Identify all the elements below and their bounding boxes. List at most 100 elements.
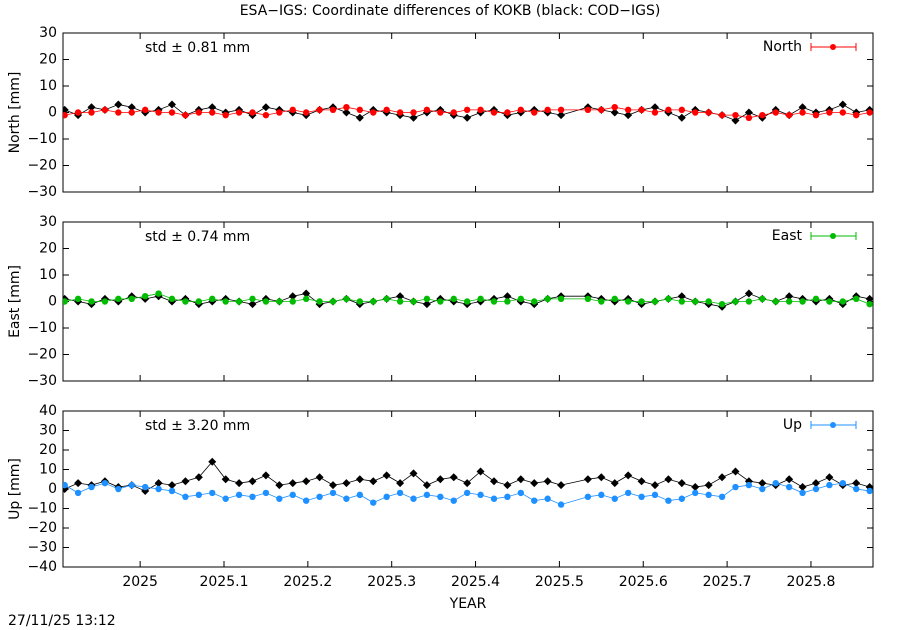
- point: [583, 475, 592, 484]
- point: [450, 109, 457, 116]
- series: [63, 479, 873, 508]
- point: [342, 479, 351, 488]
- series: [63, 104, 873, 122]
- point: [504, 109, 511, 116]
- point: [557, 501, 565, 508]
- point: [423, 106, 431, 114]
- point: [557, 106, 565, 114]
- point: [329, 489, 337, 497]
- y-tick-label: −40: [27, 559, 57, 575]
- point: [315, 473, 324, 482]
- point: [74, 295, 82, 303]
- point: [651, 491, 659, 499]
- point: [530, 479, 539, 488]
- point: [329, 298, 337, 305]
- point: [745, 481, 753, 489]
- point: [423, 295, 431, 303]
- point: [544, 106, 551, 114]
- point: [276, 298, 283, 305]
- point: [182, 493, 189, 500]
- point: [772, 479, 779, 487]
- x-tick-label: 2025.3: [367, 574, 416, 590]
- point: [798, 103, 807, 112]
- point: [477, 106, 484, 114]
- x-axis-label: YEAR: [449, 596, 487, 612]
- legend-marker: [830, 233, 836, 239]
- point: [664, 475, 673, 484]
- point: [785, 475, 794, 484]
- y-tick-label: 0: [48, 481, 57, 497]
- point: [249, 109, 256, 116]
- x-tick-label: 2025.2: [283, 574, 332, 590]
- y-tick-label: 10: [39, 462, 57, 478]
- chart-title: ESA−IGS: Coordinate differences of KOKB …: [240, 3, 661, 19]
- point: [88, 298, 95, 305]
- point: [437, 298, 444, 305]
- point: [409, 113, 418, 122]
- y-tick-label: 10: [39, 267, 57, 283]
- point: [812, 485, 820, 493]
- point: [853, 111, 860, 119]
- point: [302, 109, 310, 116]
- point: [839, 109, 847, 116]
- point: [731, 467, 740, 476]
- point: [423, 491, 431, 499]
- point: [248, 477, 257, 486]
- point: [503, 481, 512, 490]
- y-tick-label: −10: [27, 320, 57, 336]
- point: [826, 481, 833, 489]
- point: [410, 298, 417, 305]
- point: [141, 483, 149, 491]
- point: [288, 479, 297, 488]
- point: [678, 495, 686, 502]
- y-tick-label: 20: [39, 52, 57, 68]
- y-tick-label: −30: [27, 373, 57, 389]
- point: [141, 106, 149, 114]
- point: [382, 471, 391, 480]
- point: [557, 111, 566, 120]
- point: [437, 493, 444, 500]
- point: [692, 109, 699, 116]
- point: [692, 298, 699, 305]
- point: [195, 491, 203, 499]
- point: [209, 295, 216, 303]
- point: [208, 103, 217, 112]
- annotation: std ± 0.74 mm: [145, 229, 250, 245]
- point: [74, 489, 82, 497]
- point: [396, 489, 404, 497]
- point: [302, 295, 310, 303]
- legend-label: Up: [783, 417, 802, 433]
- point: [866, 109, 873, 116]
- point: [812, 111, 820, 119]
- point: [209, 489, 216, 497]
- point: [261, 103, 270, 112]
- point: [531, 109, 538, 116]
- x-tick-label: 2025.1: [199, 574, 248, 590]
- point: [127, 103, 136, 112]
- point: [705, 298, 712, 305]
- legend-label: North: [763, 39, 802, 55]
- point: [598, 298, 605, 305]
- point: [168, 100, 177, 109]
- y-axis-label: East [mm]: [7, 265, 23, 338]
- point: [329, 481, 337, 490]
- x-tick-label: 2025.5: [535, 574, 584, 590]
- point: [637, 477, 646, 486]
- point: [155, 290, 162, 297]
- point: [516, 475, 525, 484]
- point: [235, 479, 244, 488]
- timestamp: 27/11/25 13:12: [8, 613, 116, 629]
- point: [490, 298, 498, 305]
- point: [557, 481, 566, 490]
- point: [356, 106, 364, 114]
- point: [288, 292, 297, 301]
- point: [168, 109, 176, 116]
- point: [718, 111, 726, 119]
- point: [128, 295, 135, 303]
- point: [598, 106, 605, 114]
- annotation: std ± 0.81 mm: [145, 40, 250, 56]
- point: [543, 477, 552, 486]
- point: [289, 298, 296, 305]
- point: [866, 300, 873, 308]
